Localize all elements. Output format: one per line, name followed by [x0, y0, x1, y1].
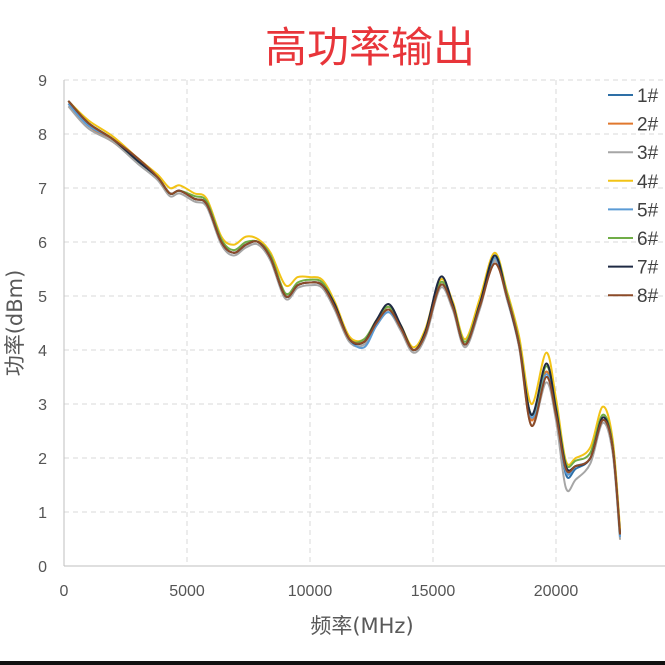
y-tick-label: 0 — [38, 559, 47, 576]
series-group — [67, 100, 621, 540]
y-tick-label: 5 — [38, 289, 47, 306]
series-line-7 — [67, 100, 621, 535]
legend-label: 3# — [637, 143, 659, 164]
y-tick-label: 7 — [38, 181, 47, 198]
series-line-8 — [67, 100, 621, 535]
y-tick-label: 4 — [38, 343, 47, 360]
x-tick-label: 5000 — [169, 583, 205, 600]
y-tick-label: 1 — [38, 505, 47, 522]
y-axis-label: 功率(dBm) — [3, 270, 27, 377]
legend-label: 2# — [637, 115, 659, 136]
y-tick-label: 3 — [38, 397, 47, 414]
series-line-4 — [67, 100, 621, 530]
x-tick-label: 0 — [60, 583, 69, 600]
legend-label: 8# — [637, 286, 659, 307]
series-line-6 — [67, 100, 621, 535]
axes: 0123456789050001000015000200002 — [38, 73, 665, 600]
legend-label: 4# — [637, 172, 659, 193]
chart-title: 高功率输出 — [265, 23, 475, 72]
x-tick-label: 15000 — [411, 583, 456, 600]
y-tick-label: 2 — [38, 451, 47, 468]
legend: 1# 2# 3# 4# 5# 6# 7# 8# — [608, 86, 659, 307]
bottom-border — [0, 661, 665, 665]
series-line-1 — [67, 100, 621, 535]
y-tick-label: 6 — [38, 235, 47, 252]
legend-label: 1# — [637, 86, 659, 107]
y-tick-label: 9 — [38, 73, 47, 90]
legend-label: 5# — [637, 200, 659, 221]
x-axis-label: 频率(MHz) — [310, 614, 413, 638]
x-tick-label: 10000 — [288, 583, 333, 600]
grid — [64, 79, 665, 566]
y-tick-label: 8 — [38, 127, 47, 144]
legend-label: 6# — [637, 229, 659, 250]
legend-label: 7# — [637, 258, 659, 279]
x-tick-label: 20000 — [534, 583, 579, 600]
